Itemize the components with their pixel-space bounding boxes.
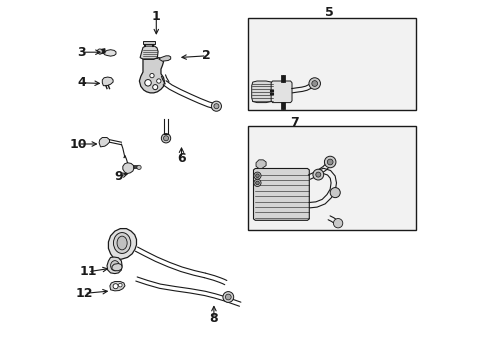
Polygon shape — [108, 229, 136, 259]
Polygon shape — [107, 257, 122, 274]
Text: 4: 4 — [77, 76, 86, 89]
Text: 5: 5 — [324, 6, 333, 19]
Polygon shape — [103, 50, 116, 56]
Text: 7: 7 — [290, 116, 299, 129]
Text: 10: 10 — [69, 138, 87, 150]
Circle shape — [152, 85, 158, 90]
Circle shape — [223, 292, 233, 302]
Text: 6: 6 — [177, 152, 185, 165]
Ellipse shape — [113, 233, 130, 253]
Text: 11: 11 — [79, 265, 97, 278]
Text: 12: 12 — [75, 287, 93, 300]
Bar — [142, 41, 155, 44]
Circle shape — [137, 165, 141, 170]
Circle shape — [113, 284, 118, 289]
Polygon shape — [122, 163, 134, 174]
Circle shape — [149, 73, 154, 78]
Circle shape — [163, 136, 168, 141]
Circle shape — [156, 79, 161, 83]
Polygon shape — [99, 138, 109, 147]
Polygon shape — [270, 81, 291, 103]
Polygon shape — [159, 56, 170, 61]
Circle shape — [225, 294, 231, 300]
Circle shape — [311, 81, 317, 86]
Circle shape — [211, 101, 221, 111]
Text: 9: 9 — [114, 170, 122, 183]
Circle shape — [255, 174, 259, 177]
Circle shape — [329, 188, 340, 198]
Circle shape — [253, 172, 261, 179]
Polygon shape — [139, 58, 164, 93]
Circle shape — [315, 172, 320, 177]
Polygon shape — [140, 46, 158, 59]
Polygon shape — [112, 264, 122, 271]
Circle shape — [213, 104, 219, 109]
Circle shape — [333, 219, 342, 228]
Circle shape — [312, 169, 323, 180]
Text: 8: 8 — [209, 312, 218, 325]
Polygon shape — [102, 77, 113, 86]
Ellipse shape — [110, 261, 119, 271]
Bar — [247, 18, 415, 110]
Polygon shape — [110, 282, 125, 291]
Circle shape — [326, 159, 332, 165]
Polygon shape — [256, 160, 265, 168]
Circle shape — [161, 134, 170, 143]
Circle shape — [308, 78, 320, 89]
Text: 2: 2 — [202, 49, 211, 62]
Text: 1: 1 — [152, 10, 161, 23]
Polygon shape — [253, 168, 309, 220]
Circle shape — [324, 156, 335, 168]
Polygon shape — [251, 81, 272, 103]
Text: 3: 3 — [77, 46, 86, 59]
Circle shape — [144, 80, 151, 86]
Circle shape — [253, 179, 261, 186]
Circle shape — [97, 49, 102, 54]
Ellipse shape — [117, 236, 127, 250]
Circle shape — [118, 283, 122, 287]
Bar — [247, 126, 415, 230]
Circle shape — [255, 181, 259, 185]
